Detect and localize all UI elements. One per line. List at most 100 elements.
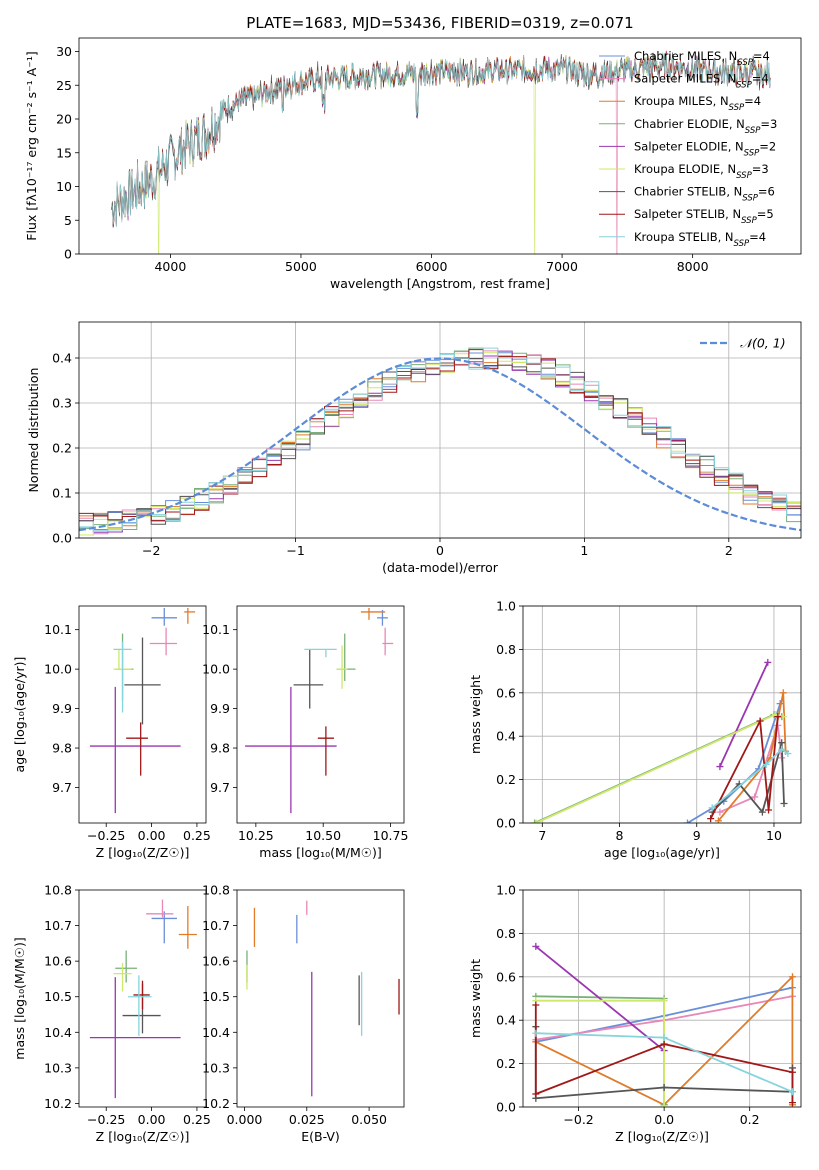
weight-marker <box>532 1090 540 1098</box>
axes-frame <box>78 321 802 539</box>
x-tick-label: −0.2 <box>563 1112 593 1127</box>
y-tick-label: 0.2 <box>52 441 72 456</box>
errorbar-marks <box>89 899 197 1099</box>
weight-marker <box>532 942 540 950</box>
weight-marker <box>778 745 786 753</box>
mass_vs_ebv-panel: 0.000 0.025 0.050 10.2 10.3 10.4 10.5 10.6 10.7 1… <box>202 883 405 1144</box>
y-tick-label: 10.6 <box>202 954 230 969</box>
legend-label: Kroupa ELODIE, NSSP=3 <box>634 162 769 181</box>
spectrum-lines <box>111 50 771 254</box>
weight-marker <box>762 760 770 768</box>
weight-marker <box>758 808 766 816</box>
spectrum-legend: Chabrier MILES, NSSP=4 Salpeter MILES, NS… <box>599 49 777 249</box>
x-axis-label: Z [log₁₀(Z/Z☉)] <box>96 845 190 860</box>
x-tick-label: 7 <box>538 828 546 843</box>
y-tick-label: 9.9 <box>210 701 230 716</box>
residuals-panel: −2 −1 0 1 2 0.0 0.1 0.2 0.3 0.4 (data-model)/error… <box>26 321 802 575</box>
y-tick-label: 0.6 <box>496 685 516 700</box>
y-tick-label: 9.7 <box>210 780 230 795</box>
residual-histogram <box>79 347 801 532</box>
weight-marker <box>780 799 788 807</box>
y-tick-label: 0.4 <box>52 351 72 366</box>
y-tick-label: 0.1 <box>52 486 72 501</box>
axes-frame <box>78 889 207 1108</box>
x-tick-label: 6000 <box>416 259 448 274</box>
weight-marker <box>707 815 715 823</box>
y-axis-label: Flux [fλ10⁻¹⁷ erg cm⁻² s⁻¹ A⁻¹] <box>24 51 39 240</box>
weight-marker <box>716 808 724 816</box>
errorbar-marks <box>246 900 400 1097</box>
weight-marker <box>531 819 539 823</box>
y-tick-label: 10.4 <box>44 1025 72 1040</box>
x-tick-label: 8 <box>616 828 624 843</box>
x-tick-label: 4000 <box>154 259 186 274</box>
x-tick-label: −2 <box>142 543 160 558</box>
x-axis-label: E(B-V) <box>301 1129 340 1144</box>
y-tick-label: 10.1 <box>202 622 230 637</box>
weight-marker <box>708 804 716 812</box>
legend-label: Chabrier MILES, NSSP=4 <box>634 49 770 68</box>
legend-label: Kroupa MILES, NSSP=4 <box>634 94 761 113</box>
y-tick-label: 0.2 <box>496 1056 516 1071</box>
x-tick-label: 10.50 <box>305 828 341 843</box>
weight-marker <box>660 1083 668 1091</box>
x-axis-label: wavelength [Angstrom, rest frame] <box>330 276 550 291</box>
y-tick-label: 0.2 <box>496 772 516 787</box>
x-tick-label: −1 <box>286 543 304 558</box>
y-tick-label: 9.7 <box>52 780 72 795</box>
weight-marker <box>756 717 764 725</box>
weight-series-line <box>711 748 789 809</box>
x-axis-label: Z [log₁₀(Z/Z☉)] <box>96 1129 190 1144</box>
x-tick-label: 0.00 <box>138 828 166 843</box>
errorbar-marks <box>89 607 196 814</box>
y-tick-label: 10 <box>56 179 72 194</box>
axes-frame <box>236 889 405 1108</box>
x-tick-label: 10 <box>766 828 782 843</box>
y-axis-label: age [log₁₀(age/yr)] <box>12 657 27 773</box>
y-tick-label: 10.7 <box>202 918 230 933</box>
weight-marker <box>532 1001 540 1009</box>
weight-marker <box>532 819 540 823</box>
weight-marker <box>532 1029 540 1037</box>
y-tick-label: 0 <box>64 247 72 262</box>
weight-series-line <box>535 974 794 1106</box>
y-tick-label: 10.8 <box>44 883 72 898</box>
mass_vs_Z-panel: −0.25 0.00 0.25 10.2 10.3 10.4 10.5 10.6 10.7 10.… <box>12 883 211 1145</box>
legend-label: Salpeter MILES, NSSP=4 <box>634 72 769 91</box>
weight-marker <box>660 1034 668 1042</box>
x-tick-label: 0.0 <box>654 1112 674 1127</box>
y-tick-label: 0.4 <box>496 1013 516 1028</box>
age_vs_mass-panel: 10.25 10.50 10.75 9.7 9.8 9.9 10.0 10.1 mass [lo… <box>202 605 408 860</box>
weight-series-line <box>535 945 665 1052</box>
y-tick-label: 15 <box>56 145 72 160</box>
y-tick-label: 0.0 <box>496 816 516 831</box>
legend-label: Kroupa STELIB, NSSP=4 <box>634 230 766 249</box>
chart-title: PLATE=1683, MJD=53436, FIBERID=0319, z=0… <box>246 14 633 32</box>
y-tick-label: 1.0 <box>496 883 516 898</box>
y-tick-label: 10.6 <box>44 954 72 969</box>
x-tick-label: 0.25 <box>183 828 211 843</box>
weight-marker <box>784 750 792 758</box>
weight-marker <box>764 658 772 666</box>
y-tick-label: 30 <box>56 44 72 59</box>
x-tick-label: 0 <box>436 543 444 558</box>
x-axis-label: mass [log₁₀(M/M☉)] <box>259 845 381 860</box>
y-tick-label: 10.1 <box>44 622 72 637</box>
x-tick-label: 0.25 <box>183 1112 211 1127</box>
x-tick-label: 0.025 <box>289 1112 325 1127</box>
x-axis-label: (data-model)/error <box>382 560 499 575</box>
x-tick-label: 8000 <box>677 259 709 274</box>
y-tick-label: 10.5 <box>202 989 230 1004</box>
weight-series-line <box>535 713 784 823</box>
y-tick-label: 9.8 <box>52 741 72 756</box>
weight-marker <box>683 819 691 823</box>
x-axis-label: Z [log₁₀(Z/Z☉)] <box>615 1129 709 1144</box>
y-tick-label: 0.8 <box>496 642 516 657</box>
weight-marker <box>788 1068 796 1076</box>
weight-marker <box>714 817 722 823</box>
y-tick-label: 10.4 <box>202 1025 230 1040</box>
weight-series-line <box>535 999 665 1107</box>
x-tick-label: 0.050 <box>351 1112 387 1127</box>
x-tick-label: −0.25 <box>87 1112 125 1127</box>
